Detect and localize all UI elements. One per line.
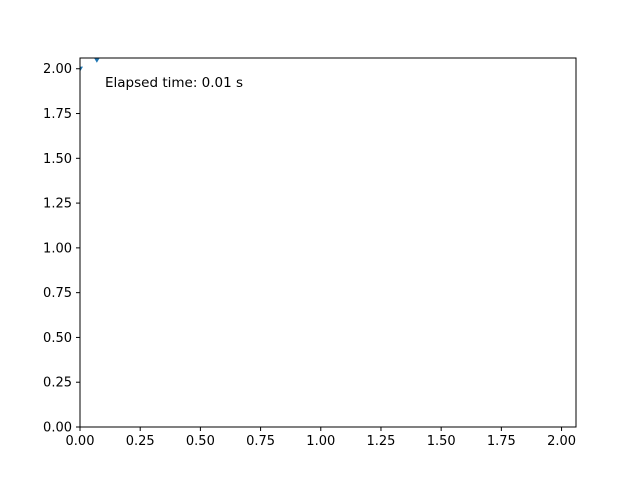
y-tick-label: 1.00	[43, 241, 72, 256]
x-tick-label: 1.50	[427, 434, 456, 449]
data-series	[80, 58, 100, 72]
x-tick-label: 1.00	[306, 434, 335, 449]
y-tick-label: 2.00	[43, 62, 72, 77]
elapsed-time-annotation: Elapsed time: 0.01 s	[105, 75, 243, 91]
x-tick-label: 2.00	[547, 434, 576, 449]
x-tick-label: 1.75	[487, 434, 516, 449]
y-tick-label: 0.50	[43, 331, 72, 346]
y-tick-label: 1.75	[43, 107, 72, 122]
x-axis: 0.00 0.25 0.50 0.75 1.00 1.25 1.50 1.75 2.00	[66, 427, 576, 449]
y-tick-label: 0.25	[43, 376, 72, 391]
x-tick-label: 0.25	[126, 434, 155, 449]
y-axis: 0.00 0.25 0.50 0.75 1.00 1.25 1.50 1.75 2.00	[43, 62, 80, 436]
x-tick-label: 1.25	[366, 434, 395, 449]
plot-background	[80, 58, 576, 427]
x-tick-label: 0.75	[246, 434, 275, 449]
x-tick-label: 0.00	[66, 434, 95, 449]
data-point	[80, 66, 83, 72]
y-tick-label: 0.75	[43, 286, 72, 301]
y-tick-label: 0.00	[43, 421, 72, 436]
y-tick-label: 1.50	[43, 152, 72, 167]
x-tick-label: 0.50	[186, 434, 215, 449]
y-tick-label: 1.25	[43, 197, 72, 212]
plot-frame	[79, 57, 577, 428]
data-point	[94, 58, 100, 63]
